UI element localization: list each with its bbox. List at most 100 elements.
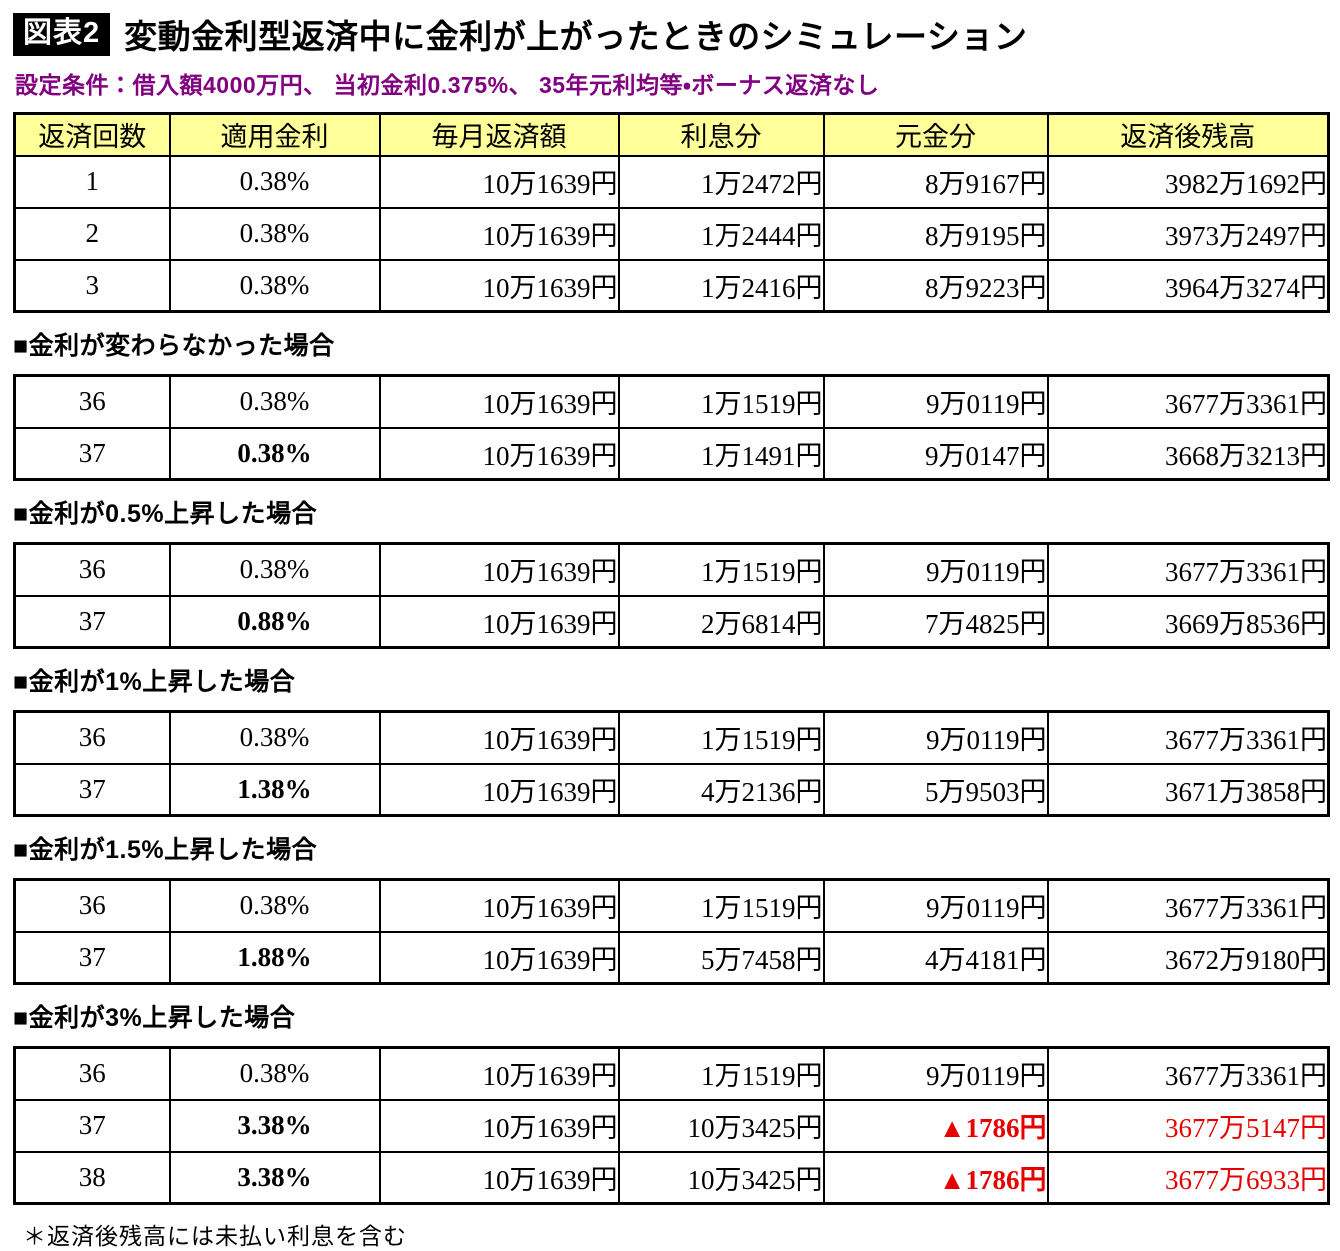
table-row: 36 0.38% 10万1639円 1万1519円 9万0119円 3677万3361円 <box>13 374 1330 429</box>
cell-remaining-balance: 3677万3361円 <box>1046 542 1330 597</box>
simulation-table: 36 0.38% 10万1639円 1万1519円 9万0119円 3677万3361円 3… <box>13 1046 1330 1205</box>
cell-monthly-payment: 10万1639円 <box>378 930 620 985</box>
table-row: 36 0.38% 10万1639円 1万1519円 9万0119円 3677万3361円 <box>13 1046 1330 1101</box>
cell-principal-portion: 4万4181円 <box>822 930 1049 985</box>
cell-payment-number: 36 <box>13 1046 171 1101</box>
cell-interest-portion: 1万1519円 <box>617 542 825 597</box>
cell-interest-portion: 1万1519円 <box>617 710 825 765</box>
cell-interest-portion: 1万2444円 <box>617 206 825 261</box>
cell-payment-number: 36 <box>13 710 171 765</box>
cell-principal-portion: ▲1786円 <box>822 1150 1049 1205</box>
table-row: 36 0.38% 10万1639円 1万1519円 9万0119円 3677万3361円 <box>13 542 1330 597</box>
column-header: 元金分 <box>822 112 1049 157</box>
cell-principal-portion: 9万0119円 <box>822 710 1049 765</box>
section-heading: ■金利が1.5%上昇した場合 <box>13 836 318 864</box>
footnote: ＊返済後残高には未払い利息を含む <box>23 1223 407 1249</box>
cell-monthly-payment: 10万1639円 <box>378 206 620 261</box>
cell-payment-number: 1 <box>13 154 171 209</box>
cell-applied-rate: 0.38% <box>168 710 381 765</box>
cell-monthly-payment: 10万1639円 <box>378 374 620 429</box>
table-row: 37 1.88% 10万1639円 5万7458円 4万4181円 3672万9180円 <box>13 930 1330 985</box>
cell-interest-portion: 1万1519円 <box>617 374 825 429</box>
cell-principal-portion: 8万9167円 <box>822 154 1049 209</box>
cell-remaining-balance: 3964万3274円 <box>1046 258 1330 313</box>
table-row: 3 0.38% 10万1639円 1万2416円 8万9223円 3964万3274円 <box>13 258 1330 313</box>
simulation-table: 36 0.38% 10万1639円 1万1519円 9万0119円 3677万3361円 3… <box>13 878 1330 985</box>
cell-principal-portion: 9万0147円 <box>822 426 1049 481</box>
cell-principal-portion: 9万0119円 <box>822 878 1049 933</box>
cell-principal-portion: ▲1786円 <box>822 1098 1049 1153</box>
cell-monthly-payment: 10万1639円 <box>378 542 620 597</box>
cell-monthly-payment: 10万1639円 <box>378 710 620 765</box>
cell-remaining-balance: 3672万9180円 <box>1046 930 1330 985</box>
column-header: 適用金利 <box>168 112 381 157</box>
table-row: 37 1.38% 10万1639円 4万2136円 5万9503円 3671万3858円 <box>13 762 1330 817</box>
cell-payment-number: 37 <box>13 594 171 649</box>
table-row: 38 3.38% 10万1639円 10万3425円 ▲1786円 3677万6933円 <box>13 1150 1330 1205</box>
cell-payment-number: 36 <box>13 374 171 429</box>
figure-title: 変動金利型返済中に金利が上がったときのシミュレーション <box>124 18 1028 55</box>
table-row: 1 0.38% 10万1639円 1万2472円 8万9167円 3982万1692円 <box>13 154 1330 209</box>
cell-interest-portion: 10万3425円 <box>617 1098 825 1153</box>
cell-interest-portion: 2万6814円 <box>617 594 825 649</box>
cell-applied-rate: 0.38% <box>168 542 381 597</box>
cell-applied-rate: 0.38% <box>168 154 381 209</box>
cell-payment-number: 37 <box>13 1098 171 1153</box>
cell-monthly-payment: 10万1639円 <box>378 426 620 481</box>
cell-remaining-balance: 3677万3361円 <box>1046 374 1330 429</box>
cell-payment-number: 37 <box>13 426 171 481</box>
table-row: 37 0.88% 10万1639円 2万6814円 7万4825円 3669万8536円 <box>13 594 1330 649</box>
cell-remaining-balance: 3668万3213円 <box>1046 426 1330 481</box>
cell-applied-rate: 0.38% <box>168 258 381 313</box>
column-header: 返済後残高 <box>1046 112 1330 157</box>
table-row: 37 0.38% 10万1639円 1万1491円 9万0147円 3668万3213円 <box>13 426 1330 481</box>
cell-monthly-payment: 10万1639円 <box>378 762 620 817</box>
cell-payment-number: 36 <box>13 542 171 597</box>
cell-monthly-payment: 10万1639円 <box>378 154 620 209</box>
cell-monthly-payment: 10万1639円 <box>378 1150 620 1205</box>
figure-page: 図表2 変動金利型返済中に金利が上がったときのシミュレーション 設定条件：借入額… <box>13 10 1330 1251</box>
cell-payment-number: 37 <box>13 762 171 817</box>
cell-remaining-balance: 3677万6933円 <box>1046 1150 1330 1205</box>
cell-applied-rate: 3.38% <box>168 1150 381 1205</box>
cell-remaining-balance: 3669万8536円 <box>1046 594 1330 649</box>
cell-monthly-payment: 10万1639円 <box>378 1046 620 1101</box>
cell-payment-number: 36 <box>13 878 171 933</box>
column-header: 毎月返済額 <box>378 112 620 157</box>
cell-monthly-payment: 10万1639円 <box>378 878 620 933</box>
cell-interest-portion: 1万1519円 <box>617 1046 825 1101</box>
cell-applied-rate: 0.38% <box>168 206 381 261</box>
cell-payment-number: 2 <box>13 206 171 261</box>
cell-principal-portion: 9万0119円 <box>822 542 1049 597</box>
table-row: 37 3.38% 10万1639円 10万3425円 ▲1786円 3677万5147円 <box>13 1098 1330 1153</box>
simulation-table-initial: 返済回数 適用金利 毎月返済額 利息分 元金分 返済後残高 1 0.38% 10万1639円 1万… <box>13 112 1330 313</box>
cell-monthly-payment: 10万1639円 <box>378 594 620 649</box>
conditions-note: 設定条件：借入額4000万円、 当初金利0.375%、 35年元利均等・ボーナス… <box>15 72 880 98</box>
cell-interest-portion: 1万1491円 <box>617 426 825 481</box>
table-row: 36 0.38% 10万1639円 1万1519円 9万0119円 3677万3361円 <box>13 878 1330 933</box>
cell-applied-rate: 0.38% <box>168 878 381 933</box>
cell-interest-portion: 5万7458円 <box>617 930 825 985</box>
cell-principal-portion: 8万9195円 <box>822 206 1049 261</box>
cell-payment-number: 3 <box>13 258 171 313</box>
figure-tag: 図表2 <box>13 12 111 56</box>
simulation-table: 36 0.38% 10万1639円 1万1519円 9万0119円 3677万3361円 3… <box>13 374 1330 481</box>
section-heading: ■金利が変わらなかった場合 <box>13 332 335 360</box>
cell-payment-number: 37 <box>13 930 171 985</box>
cell-payment-number: 38 <box>13 1150 171 1205</box>
cell-applied-rate: 1.38% <box>168 762 381 817</box>
cell-principal-portion: 9万0119円 <box>822 1046 1049 1101</box>
simulation-table: 36 0.38% 10万1639円 1万1519円 9万0119円 3677万3361円 3… <box>13 710 1330 817</box>
cell-remaining-balance: 3677万3361円 <box>1046 710 1330 765</box>
cell-principal-portion: 9万0119円 <box>822 374 1049 429</box>
cell-interest-portion: 1万2416円 <box>617 258 825 313</box>
cell-remaining-balance: 3677万3361円 <box>1046 878 1330 933</box>
cell-applied-rate: 0.88% <box>168 594 381 649</box>
cell-applied-rate: 0.38% <box>168 426 381 481</box>
section-heading: ■金利が1%上昇した場合 <box>13 668 296 696</box>
cell-interest-portion: 1万1519円 <box>617 878 825 933</box>
cell-remaining-balance: 3982万1692円 <box>1046 154 1330 209</box>
cell-applied-rate: 0.38% <box>168 1046 381 1101</box>
cell-monthly-payment: 10万1639円 <box>378 258 620 313</box>
cell-interest-portion: 4万2136円 <box>617 762 825 817</box>
